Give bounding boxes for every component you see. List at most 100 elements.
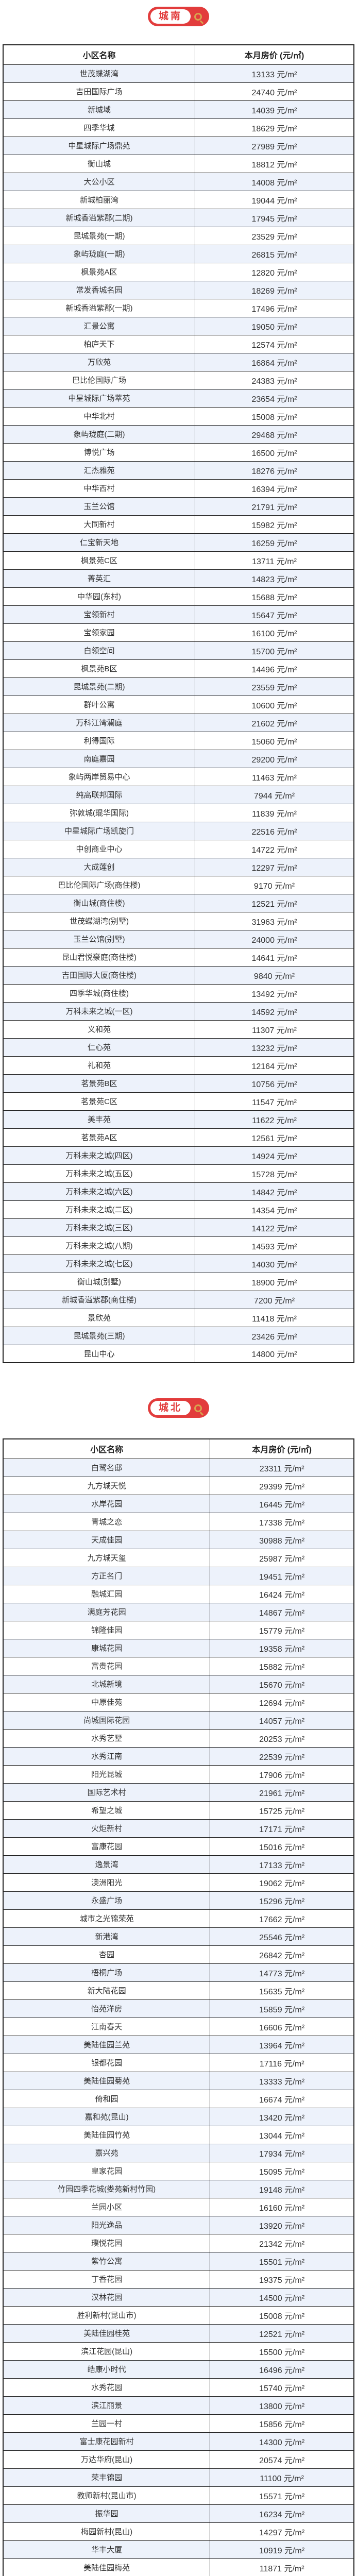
table-row: 城市之光锦荣苑 17662 元/m²: [3, 1909, 354, 1928]
table-row: 兰园小区 16160 元/m²: [3, 2197, 354, 2216]
community-name-cell: 茗景苑C区: [3, 1092, 195, 1111]
community-name-cell: 兰园小区: [3, 2197, 211, 2216]
community-name-cell: 宝领新村: [3, 605, 195, 624]
table-row: 柏庐天下 12574 元/m²: [3, 334, 354, 353]
community-name-cell: 中原佳苑: [3, 1692, 211, 1711]
table-row: 梅园新村(昆山) 14297 元/m²: [3, 2522, 354, 2541]
price-cell: 13920 元/m²: [210, 2215, 354, 2234]
price-cell: 24000 元/m²: [195, 929, 354, 948]
search-icon: [194, 1404, 202, 1412]
price-cell: 14823 元/m²: [195, 569, 354, 588]
table-row: 象屿两岸贸易中心 11463 元/m²: [3, 767, 354, 786]
community-name-cell: 世茂蝶湖湾(别墅): [3, 911, 195, 930]
table-row: 永盛广场 15296 元/m²: [3, 1891, 354, 1910]
community-name-cell: 逸景湾: [3, 1855, 211, 1874]
price-table-chengnan: 小区名称 本月房价 (元/㎡) 世茂蝶湖湾 13133 元/m² 吉田国际广场 247…: [3, 44, 354, 1363]
table-row: 四季华城 18629 元/m²: [3, 118, 354, 137]
price-cell: 20574 元/m²: [210, 2450, 354, 2469]
community-name-cell: 柏庐天下: [3, 334, 195, 353]
price-cell: 18812 元/m²: [195, 154, 354, 173]
table-row: 康城花园 19358 元/m²: [3, 1638, 354, 1657]
community-name-cell: 玉兰公馆(别墅): [3, 929, 195, 948]
community-name-cell: 汉林花园: [3, 2287, 211, 2307]
table-row: 新城香溢紫郡(二期) 17945 元/m²: [3, 208, 354, 227]
price-cell: 30988 元/m²: [210, 1530, 354, 1549]
community-name-cell: 竹园四季花城(娄苑新村竹园): [3, 2179, 211, 2198]
price-cell: 15501 元/m²: [210, 2251, 354, 2270]
price-cell: 29399 元/m²: [210, 1476, 354, 1495]
price-cell: 9170 元/m²: [195, 875, 354, 894]
table-row: 世茂蝶湖湾(别墅) 31963 元/m²: [3, 911, 354, 930]
table-row: 宝领家园 16100 元/m²: [3, 623, 354, 642]
community-name-cell: 融城汇园: [3, 1584, 211, 1603]
price-cell: 22516 元/m²: [195, 821, 354, 840]
table-row: 万科未来之城(八期) 14593 元/m²: [3, 1236, 354, 1255]
community-name-cell: 礼和苑: [3, 1056, 195, 1075]
price-cell: 16864 元/m²: [195, 352, 354, 371]
price-cell: 23559 元/m²: [195, 677, 354, 696]
community-name-cell: 国际艺术村: [3, 1783, 211, 1802]
community-name-cell: 万科未来之城(三区): [3, 1218, 195, 1237]
price-cell: 14641 元/m²: [195, 947, 354, 967]
price-cell: 24740 元/m²: [195, 82, 354, 101]
price-cell: 11622 元/m²: [195, 1110, 354, 1129]
table-row: 美陆佳园梅苑 11871 元/m²: [3, 2558, 354, 2576]
price-cell: 14500 元/m²: [210, 2287, 354, 2307]
community-name-cell: 中创商业中心: [3, 839, 195, 858]
table-row: 象屿珑庭(一期) 26815 元/m²: [3, 244, 354, 263]
price-cell: 31963 元/m²: [195, 911, 354, 930]
table-row: 富贵花园 15882 元/m²: [3, 1656, 354, 1675]
section-badge-chengbei[interactable]: 城北: [147, 1398, 209, 1418]
community-name-cell: 倚和园: [3, 2089, 211, 2108]
community-name-cell: 城市之光锦荣苑: [3, 1909, 211, 1928]
price-cell: 14773 元/m²: [210, 1963, 354, 1982]
price-cell: 15008 元/m²: [195, 406, 354, 426]
community-name-cell: 江南春天: [3, 2017, 211, 2036]
community-name-cell: 昆城景苑(二期): [3, 677, 195, 696]
table-row: 新港湾 25546 元/m²: [3, 1927, 354, 1946]
table-row: 紫竹公寓 15501 元/m²: [3, 2251, 354, 2270]
price-cell: 21961 元/m²: [210, 1783, 354, 1802]
community-name-cell: 火炬新村: [3, 1819, 211, 1838]
price-cell: 13492 元/m²: [195, 984, 354, 1003]
table-row: 茗景苑C区 11547 元/m²: [3, 1092, 354, 1111]
price-cell: 16424 元/m²: [210, 1584, 354, 1603]
table-row: 中星城际广场萃苑 23654 元/m²: [3, 388, 354, 408]
table-row: 昆山君悦豪庭(商住楼) 14641 元/m²: [3, 947, 354, 967]
table-row: 国际艺术村 21961 元/m²: [3, 1783, 354, 1802]
community-name-cell: 万科未来之城(四区): [3, 1146, 195, 1165]
table-row: 美陆佳园兰苑 13964 元/m²: [3, 2035, 354, 2054]
price-cell: 13711 元/m²: [195, 551, 354, 570]
price-cell: 19044 元/m²: [195, 190, 354, 209]
community-name-cell: 万欣苑: [3, 352, 195, 371]
community-name-cell: 万科未来之城(七区): [3, 1254, 195, 1273]
table-row: 万科江湾澜庭 21602 元/m²: [3, 713, 354, 732]
community-name-cell: 宝领家园: [3, 623, 195, 642]
table-row: 万科未来之城(二区) 14354 元/m²: [3, 1200, 354, 1219]
table-row: 尚城国际花园 14057 元/m²: [3, 1710, 354, 1730]
table-row: 汇杰雅苑 18276 元/m²: [3, 461, 354, 480]
price-cell: 16606 元/m²: [210, 2017, 354, 2036]
community-name-cell: 博悦广场: [3, 443, 195, 462]
community-name-cell: 大公小区: [3, 172, 195, 191]
table-row: 衡山城 18812 元/m²: [3, 154, 354, 173]
price-cell: 12297 元/m²: [195, 857, 354, 876]
table-row: 白鹭名邸 23311 元/m²: [3, 1458, 354, 1477]
price-cell: 20253 元/m²: [210, 1728, 354, 1748]
price-cell: 15740 元/m²: [210, 2378, 354, 2397]
table-row: 汉林花园 14500 元/m²: [3, 2287, 354, 2307]
price-cell: 14354 元/m²: [195, 1200, 354, 1219]
table-row: 大同新村 15982 元/m²: [3, 515, 354, 534]
price-cell: 19375 元/m²: [210, 2269, 354, 2289]
table-row: 枫景苑B区 14496 元/m²: [3, 659, 354, 678]
community-name-cell: 青城之恋: [3, 1512, 211, 1531]
table-row: 景欣苑 11418 元/m²: [3, 1308, 354, 1327]
price-cell: 14122 元/m²: [195, 1218, 354, 1237]
community-name-cell: 昆城景苑(一期): [3, 226, 195, 245]
price-cell: 15571 元/m²: [210, 2486, 354, 2505]
price-cell: 17116 元/m²: [210, 2053, 354, 2072]
price-cell: 12521 元/m²: [195, 893, 354, 912]
table-row: 昆城景苑(三期) 23426 元/m²: [3, 1326, 354, 1345]
price-cell: 13964 元/m²: [210, 2035, 354, 2054]
section-badge-chengnan[interactable]: 城南: [147, 7, 209, 26]
